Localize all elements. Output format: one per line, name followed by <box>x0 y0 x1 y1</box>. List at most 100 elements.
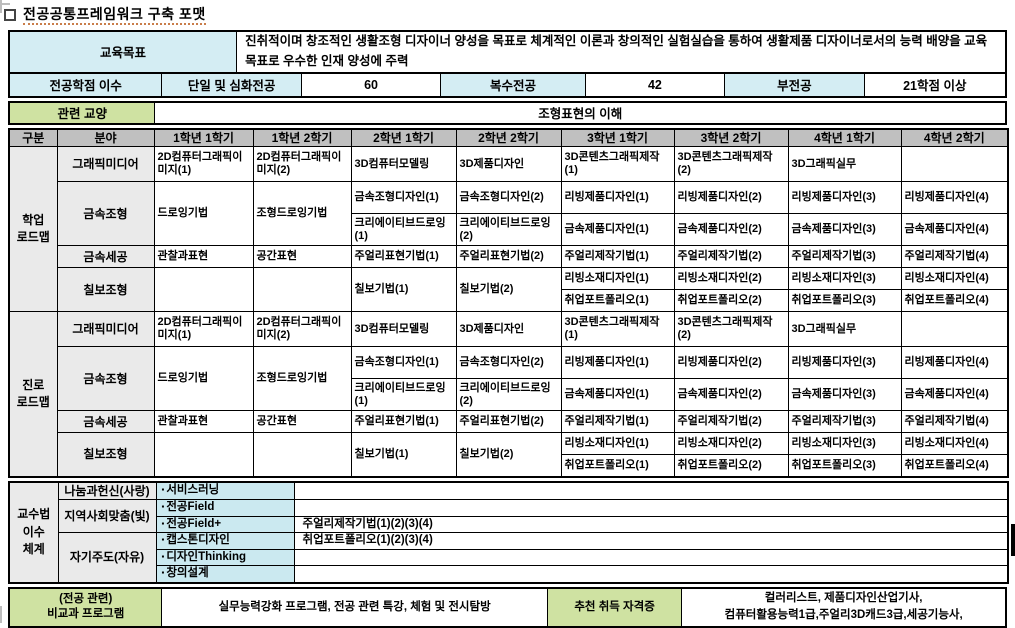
course-cell: 크리에이티브드로잉(1) <box>350 378 457 412</box>
course-cell: 금속조형디자인(2) <box>455 346 562 380</box>
double-major-credits: 42 <box>584 73 724 96</box>
course-cell: 취업포트폴리오(1) <box>560 289 675 313</box>
course-cell: 주얼리표현기법(2) <box>455 410 562 434</box>
course-cell: 주얼리제작기법(4) <box>900 410 1009 434</box>
course-cell: 주얼리제작기법(1) <box>560 410 675 434</box>
liberal-arts-table: 관련 교양 조형표현의 이해 <box>8 100 1007 125</box>
pedagogy-label-line3: 체계 <box>22 541 45 556</box>
course-cell: 3D콘텐츠그래픽제작(2) <box>673 311 789 348</box>
edge-artifact-bottom-left <box>0 606 2 623</box>
pedagogy-note <box>293 548 1009 567</box>
table-row: 크리에이티브드로잉(1) 크리에이티브드로잉(2) 금속제품디자인(1) 금속제… <box>9 378 1009 412</box>
column-header-gubun: 구분 <box>8 128 58 148</box>
course-cell <box>252 267 352 313</box>
table-row: 취업포트폴리오(1) 취업포트폴리오(2) 취업포트폴리오(3) 취업포트폴리오… <box>9 289 1009 313</box>
course-cell: 리빙제품디자인(2) <box>673 181 789 215</box>
program-text: 실무능력강화 프로그램, 전공 관련 특강, 체험 및 전시탐방 <box>161 588 546 626</box>
column-header-y1s1: 1학년 1학기 <box>153 128 254 148</box>
table-row: 금속세공 관찰과표현 공간표현 주얼리표현기법(1) 주얼리표현기법(2) 주얼… <box>9 245 1009 269</box>
course-cell <box>252 432 352 478</box>
course-cell: 리빙제품디자인(1) <box>560 181 675 215</box>
course-cell: 주얼리제작기법(1) <box>560 245 675 269</box>
square-bullet-icon <box>4 9 16 22</box>
section-label-line2: 로드맵 <box>16 395 50 410</box>
category-self-directed: 자기주도(자유) <box>57 532 157 584</box>
pedagogy-item: ▪ 캡스톤디자인 <box>155 532 295 550</box>
goal-credit-table: 교육목표 진취적이며 창조적인 생활조형 디자이너 양성을 목표로 체계적인 이… <box>8 29 1007 98</box>
course-cell: 금속제품디자인(1) <box>560 378 675 412</box>
course-cell: 3D콘텐츠그래픽제작(1) <box>560 146 675 183</box>
course-cell: 주얼리제작기법(3) <box>787 410 902 434</box>
pedagogy-note <box>293 481 1009 500</box>
course-cell: 리빙제품디자인(2) <box>673 346 789 380</box>
course-cell: 3D콘텐츠그래픽제작(1) <box>560 311 675 348</box>
field-label-graphic: 그래픽미디어 <box>56 311 155 348</box>
course-cell: 3D컴퓨터모델링 <box>350 311 457 348</box>
pedagogy-note <box>293 565 1009 584</box>
course-cell: 주얼리표현기법(1) <box>350 245 457 269</box>
pedagogy-item-label: 디자인Thinking <box>166 550 246 563</box>
course-cell: 크리에이티브드로잉(1) <box>350 213 457 247</box>
course-cell: 취업포트폴리오(2) <box>673 289 789 313</box>
field-label-metal-craft: 금속세공 <box>56 410 155 434</box>
course-cell: 금속제품디자인(4) <box>900 213 1009 247</box>
course-cell: 리빙소재디자인(2) <box>673 432 789 456</box>
course-cell <box>900 311 1009 348</box>
course-cell: 2D컴퓨터그래픽이미지(1) <box>153 146 254 183</box>
course-cell: 2D컴퓨터그래픽이미지(2) <box>252 311 352 348</box>
course-cell: 리빙소재디자인(4) <box>900 432 1009 456</box>
certificate-label: 추천 취득 자격증 <box>546 588 682 626</box>
course-cell: 조형드로잉기법 <box>252 346 352 412</box>
course-cell: 주얼리제작기법(4) <box>900 245 1009 269</box>
course-cell: 취업포트폴리오(1) <box>560 454 675 478</box>
section-label-career: 진로 로드맵 <box>8 311 58 478</box>
course-cell <box>153 432 254 478</box>
table-row: 진로 로드맵 그래픽미디어 2D컴퓨터그래픽이미지(1) 2D컴퓨터그래픽이미지… <box>8 311 1009 478</box>
square-bullet-icon: ▪ <box>161 501 165 511</box>
table-row: 학업 로드맵 그래픽미디어 2D컴퓨터그래픽이미지(1) 2D컴퓨터그래픽이미지… <box>8 146 1009 313</box>
column-header-y2s2: 2학년 2학기 <box>455 128 562 148</box>
course-cell: 금속조형디자인(2) <box>455 181 562 215</box>
course-cell: 공간표현 <box>252 245 352 269</box>
pedagogy-note <box>293 498 1009 517</box>
column-header-y3s2: 3학년 2학기 <box>673 128 789 148</box>
course-cell: 3D제품디자인 <box>455 311 562 348</box>
category-community: 지역사회맞춤(빛) <box>57 498 157 534</box>
course-cell: 2D컴퓨터그래픽이미지(1) <box>153 311 254 348</box>
double-major-label: 복수전공 <box>440 73 585 96</box>
square-bullet-icon: ▪ <box>161 518 165 528</box>
table-row: 취업포트폴리오(1) 취업포트폴리오(2) 취업포트폴리오(3) 취업포트폴리오… <box>9 454 1009 478</box>
pedagogy-item-label: 캡스톤디자인 <box>166 534 230 547</box>
pedagogy-label: 교수법 이수 체계 <box>8 481 59 584</box>
section-label-line1: 학업 <box>22 212 45 227</box>
course-cell: 취업포트폴리오(4) <box>900 454 1009 478</box>
pedagogy-item-label: 전공Field <box>166 500 215 513</box>
program-label-line1: (전공 관련) <box>59 592 113 605</box>
course-cell: 3D컴퓨터모델링 <box>350 146 457 183</box>
roadmap-table: 구분 분야 1학년 1학기 1학년 2학기 2학년 1학기 2학년 2학기 3학… <box>8 127 1009 478</box>
course-cell: 관찰과표현 <box>153 410 254 434</box>
pedagogy-item-label: 창의설계 <box>166 567 209 580</box>
course-cell: 드로잉기법 <box>153 346 254 412</box>
course-cell: 2D컴퓨터그래픽이미지(2) <box>252 146 352 183</box>
table-row: 자기주도(자유) ▪ 캡스톤디자인 취업포트폴리오(1)(2)(3)(4) <box>9 532 1009 584</box>
pedagogy-item: ▪ 서비스러닝 <box>155 481 295 500</box>
course-cell: 금속제품디자인(2) <box>673 213 789 247</box>
course-cell: 취업포트폴리오(2) <box>673 454 789 478</box>
course-cell: 리빙제품디자인(4) <box>900 181 1009 215</box>
course-cell: 칠보기법(1) <box>350 267 457 313</box>
course-cell: 3D그래픽실무 <box>787 146 902 183</box>
field-label-metal-art: 금속조형 <box>56 346 155 412</box>
table-row: 크리에이티브드로잉(1) 크리에이티브드로잉(2) 금속제품디자인(1) 금속제… <box>9 213 1009 247</box>
field-label-metal-craft: 금속세공 <box>56 245 155 269</box>
section-label-academic: 학업 로드맵 <box>8 146 58 313</box>
course-cell: 금속조형디자인(1) <box>350 346 457 380</box>
course-cell: 주얼리제작기법(2) <box>673 410 789 434</box>
course-cell: 크리에이티브드로잉(2) <box>455 213 562 247</box>
table-row: 칠보조형 칠보기법(1) 칠보기법(2) 리빙소재디자인(1) 리빙소재디자인(… <box>9 432 1009 478</box>
course-cell: 취업포트폴리오(4) <box>900 289 1009 313</box>
course-cell <box>153 267 254 313</box>
liberal-arts-label: 관련 교양 <box>10 102 155 123</box>
column-header-y3s1: 3학년 1학기 <box>560 128 675 148</box>
course-cell: 리빙제품디자인(1) <box>560 346 675 380</box>
